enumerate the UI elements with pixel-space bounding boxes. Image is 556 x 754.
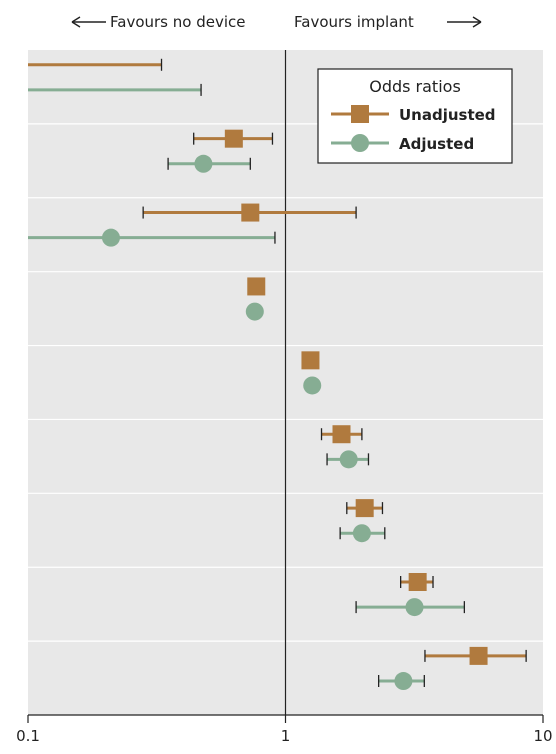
unadjusted-point-square: [301, 351, 320, 370]
x-axis-ticks: 0.1 1 10: [16, 715, 553, 745]
legend-adjusted-circle-icon: [351, 134, 369, 152]
favours-no-device-label: Favours no device: [110, 13, 245, 31]
legend-title: Odds ratios: [369, 77, 461, 96]
adjusted-point-circle: [352, 524, 371, 543]
adjusted-point-circle: [245, 302, 264, 321]
unadjusted-point-square: [224, 129, 243, 148]
legend-box: [317, 68, 513, 164]
x-tick-label: 10: [533, 727, 552, 745]
unadjusted-point-square: [241, 203, 260, 222]
unadjusted-point-square: [355, 499, 374, 518]
legend: Odds ratios Unadjusted Adjusted: [317, 68, 513, 164]
legend-unadjusted-square-icon: [351, 105, 369, 123]
adjusted-point-circle: [394, 672, 413, 691]
unadjusted-point-square: [408, 573, 427, 591]
legend-unadjusted-label: Unadjusted: [399, 106, 496, 124]
unadjusted-point-square: [247, 277, 266, 296]
favours-implant-label: Favours implant: [294, 13, 414, 31]
legend-adjusted-label: Adjusted: [399, 135, 474, 153]
favour-header: Favours no device Favours implant: [71, 13, 482, 31]
left-arrow-icon: [71, 16, 81, 28]
adjusted-point-circle: [101, 228, 120, 247]
adjusted-point-circle: [303, 376, 322, 395]
x-tick-label: 0.1: [16, 727, 40, 745]
x-tick-label: 1: [281, 727, 291, 745]
adjusted-point-circle: [194, 154, 213, 173]
right-arrow-icon: [472, 16, 482, 28]
unadjusted-point-square: [332, 425, 351, 444]
unadjusted-point-square: [469, 646, 488, 665]
data-marks: [28, 58, 527, 691]
adjusted-point-circle: [405, 598, 424, 617]
adjusted-point-circle: [339, 450, 358, 469]
